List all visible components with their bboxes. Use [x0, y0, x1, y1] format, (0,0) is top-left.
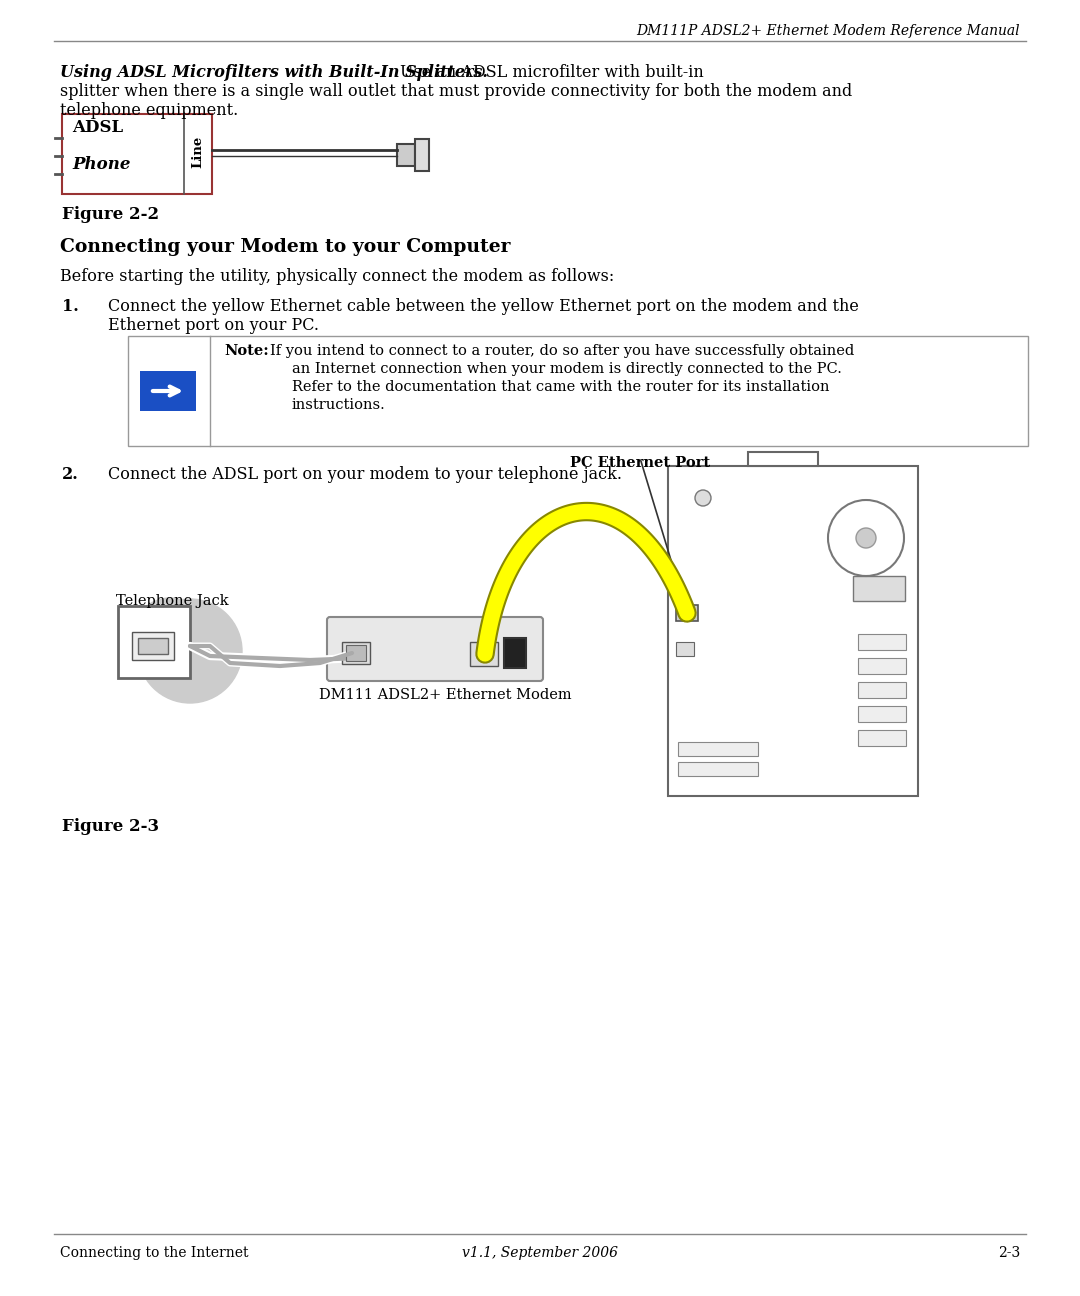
FancyBboxPatch shape — [129, 336, 1028, 446]
Bar — [504, 638, 526, 667]
Bar — [140, 371, 195, 411]
Text: Phone: Phone — [72, 156, 131, 172]
Text: Figure 2-2: Figure 2-2 — [62, 206, 159, 223]
FancyBboxPatch shape — [62, 114, 212, 194]
Circle shape — [856, 527, 876, 548]
Circle shape — [132, 597, 208, 674]
Text: 2.: 2. — [62, 467, 79, 483]
Bar — [397, 144, 415, 166]
Bar — [678, 743, 758, 756]
Bar — [415, 139, 429, 171]
Circle shape — [828, 500, 904, 575]
Bar — [669, 467, 918, 796]
Bar — [676, 642, 694, 656]
Bar — [748, 452, 818, 467]
Bar — [676, 605, 698, 621]
FancyBboxPatch shape — [327, 617, 543, 680]
Bar — [858, 706, 906, 722]
Text: Note:: Note: — [224, 343, 269, 358]
Text: Connecting to the Internet: Connecting to the Internet — [60, 1245, 248, 1260]
Text: Connect the ADSL port on your modem to your telephone jack.: Connect the ADSL port on your modem to y… — [108, 467, 622, 483]
Text: Before starting the utility, physically connect the modem as follows:: Before starting the utility, physically … — [60, 268, 615, 285]
Text: instructions.: instructions. — [292, 398, 386, 412]
Bar — [132, 632, 174, 660]
Text: telephone equipment.: telephone equipment. — [60, 102, 239, 119]
Text: 2-3: 2-3 — [998, 1245, 1020, 1260]
Text: DM111 ADSL2+ Ethernet Modem: DM111 ADSL2+ Ethernet Modem — [319, 688, 571, 702]
Bar — [858, 682, 906, 699]
Text: Refer to the documentation that came with the router for its installation: Refer to the documentation that came wit… — [292, 380, 829, 394]
Bar — [858, 658, 906, 674]
Text: ADSL: ADSL — [72, 119, 123, 136]
Bar — [858, 634, 906, 651]
Text: 1.: 1. — [62, 298, 79, 315]
Circle shape — [138, 599, 242, 702]
Text: Line: Line — [191, 136, 204, 168]
Text: PC Ethernet Port: PC Ethernet Port — [570, 456, 711, 470]
Text: v1.1, September 2006: v1.1, September 2006 — [462, 1245, 618, 1260]
Text: If you intend to connect to a router, do so after you have successfully obtained: If you intend to connect to a router, do… — [270, 343, 854, 358]
Text: splitter when there is a single wall outlet that must provide connectivity for b: splitter when there is a single wall out… — [60, 83, 852, 100]
Text: Figure 2-3: Figure 2-3 — [62, 818, 159, 835]
Text: Connect the yellow Ethernet cable between the yellow Ethernet port on the modem : Connect the yellow Ethernet cable betwee… — [108, 298, 859, 315]
Bar — [853, 575, 905, 601]
Text: Connecting your Modem to your Computer: Connecting your Modem to your Computer — [60, 238, 511, 257]
Text: an Internet connection when your modem is directly connected to the PC.: an Internet connection when your modem i… — [292, 362, 842, 376]
Bar — [346, 645, 366, 661]
Bar — [678, 762, 758, 776]
Text: Using ADSL Microfilters with Built-In Splitters.: Using ADSL Microfilters with Built-In Sp… — [60, 64, 488, 80]
Circle shape — [696, 490, 711, 505]
Bar — [342, 642, 370, 664]
Text: Use an ADSL microfilter with built-in: Use an ADSL microfilter with built-in — [400, 64, 704, 80]
Bar — [858, 730, 906, 746]
Text: Ethernet port on your PC.: Ethernet port on your PC. — [108, 318, 319, 334]
Text: Telephone Jack: Telephone Jack — [116, 594, 229, 608]
Bar — [470, 642, 498, 666]
Text: DM111P ADSL2+ Ethernet Modem Reference Manual: DM111P ADSL2+ Ethernet Modem Reference M… — [636, 25, 1020, 38]
Bar — [118, 607, 190, 678]
Bar — [138, 638, 168, 654]
